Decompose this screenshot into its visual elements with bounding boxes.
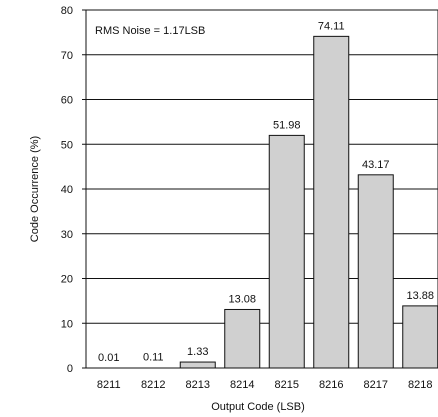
y-tick-label: 80 xyxy=(61,5,73,17)
y-tick-label: 20 xyxy=(61,274,73,286)
rms-noise-annotation: RMS Noise = 1.17LSB xyxy=(95,25,205,37)
y-tick-label: 30 xyxy=(61,229,73,241)
value-label-8215: 51.98 xyxy=(273,119,301,131)
bar-8215 xyxy=(268,134,305,369)
x-axis-title: Output Code (LSB) xyxy=(211,401,305,413)
plot-frame xyxy=(85,9,438,369)
value-label-8214: 13.08 xyxy=(228,293,256,305)
value-label-8212: 0.11 xyxy=(143,352,164,364)
bar-8216 xyxy=(313,35,350,369)
bars xyxy=(179,35,438,369)
x-tick-label-8215: 8215 xyxy=(275,379,299,391)
x-tick-label-8216: 8216 xyxy=(319,379,343,391)
x-tick-label-8218: 8218 xyxy=(408,379,432,391)
tick-labels: 0 10 20 30 40 50 60 70 80 8211 8212 8213 8214 8215 821… xyxy=(61,5,433,391)
x-tick-label-8214: 8214 xyxy=(230,379,254,391)
value-label-8218: 13.88 xyxy=(406,290,434,302)
x-tick-label-8217: 8217 xyxy=(364,379,388,391)
data-labels: 0.010.111.3313.0851.9874.1143.1713.881.6… xyxy=(98,20,434,364)
y-tick-label: 50 xyxy=(61,139,73,151)
bar-8218 xyxy=(402,305,438,369)
y-tick-label: 10 xyxy=(61,318,73,330)
bar-8214 xyxy=(224,308,261,369)
y-tick-label: 60 xyxy=(61,95,73,107)
gridlines xyxy=(86,54,438,324)
value-label-8217: 43.17 xyxy=(362,159,390,171)
value-label-8213: 1.33 xyxy=(187,346,208,358)
y-tick-label: 0 xyxy=(67,363,73,375)
value-label-8211: 0.01 xyxy=(98,352,119,364)
y-tick-label: 40 xyxy=(61,184,73,196)
value-label-8216: 74.11 xyxy=(318,20,345,32)
bar-8217 xyxy=(357,174,394,369)
y-axis-title: Code Occurrence (%) xyxy=(29,136,41,242)
x-tick-label-8213: 8213 xyxy=(186,379,210,391)
x-tick-label-8212: 8212 xyxy=(141,379,165,391)
x-tick-label-8211: 8211 xyxy=(97,379,121,391)
y-tick-label: 70 xyxy=(61,50,73,62)
bar-8213 xyxy=(179,361,216,369)
